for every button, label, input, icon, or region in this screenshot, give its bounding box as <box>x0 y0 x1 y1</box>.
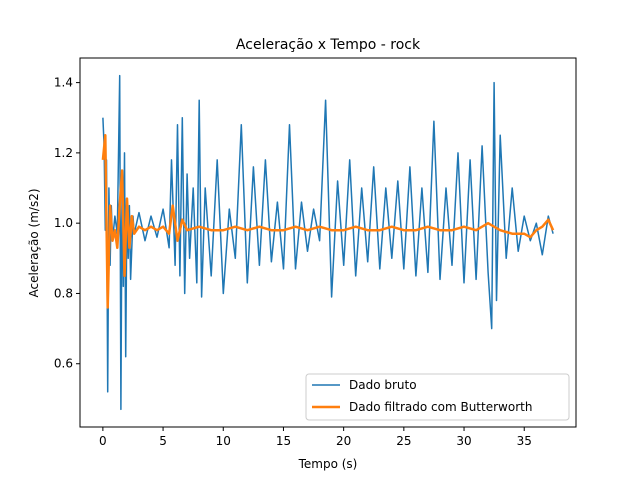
x-axis-label: Tempo (s) <box>298 457 358 471</box>
x-tick-label: 15 <box>276 434 291 448</box>
legend-box <box>305 373 570 421</box>
x-tick-label: 35 <box>517 434 532 448</box>
series-filtered-line <box>101 134 555 309</box>
y-tick-label: 0.8 <box>54 286 73 300</box>
x-tick-label: 25 <box>396 434 411 448</box>
x-tick-label: 5 <box>159 434 167 448</box>
legend: Dado bruto Dado filtrado com Butterworth <box>305 373 570 421</box>
y-tick-label: 0.6 <box>54 357 73 371</box>
x-axis-ticks: 0 5 10 15 20 25 30 35 <box>99 427 532 448</box>
plot-area <box>79 57 577 428</box>
x-tick-label: 10 <box>216 434 231 448</box>
x-tick-label: 20 <box>336 434 351 448</box>
y-tick-label: 1.4 <box>54 76 73 90</box>
y-tick-label: 1.0 <box>54 216 73 230</box>
chart-title: Aceleração x Tempo - rock <box>236 37 421 53</box>
series-layer <box>101 74 555 411</box>
legend-label-filtered: Dado filtrado com Butterworth <box>349 400 532 414</box>
y-axis-label: Aceleração (m/s2) <box>27 188 41 297</box>
y-axis-ticks: 0.6 0.8 1.0 1.2 1.4 <box>54 76 80 371</box>
x-tick-label: 30 <box>456 434 471 448</box>
x-tick-label: 0 <box>99 434 107 448</box>
legend-label-raw: Dado bruto <box>349 378 417 392</box>
plot-frame <box>79 57 577 428</box>
y-tick-label: 1.2 <box>54 146 73 160</box>
